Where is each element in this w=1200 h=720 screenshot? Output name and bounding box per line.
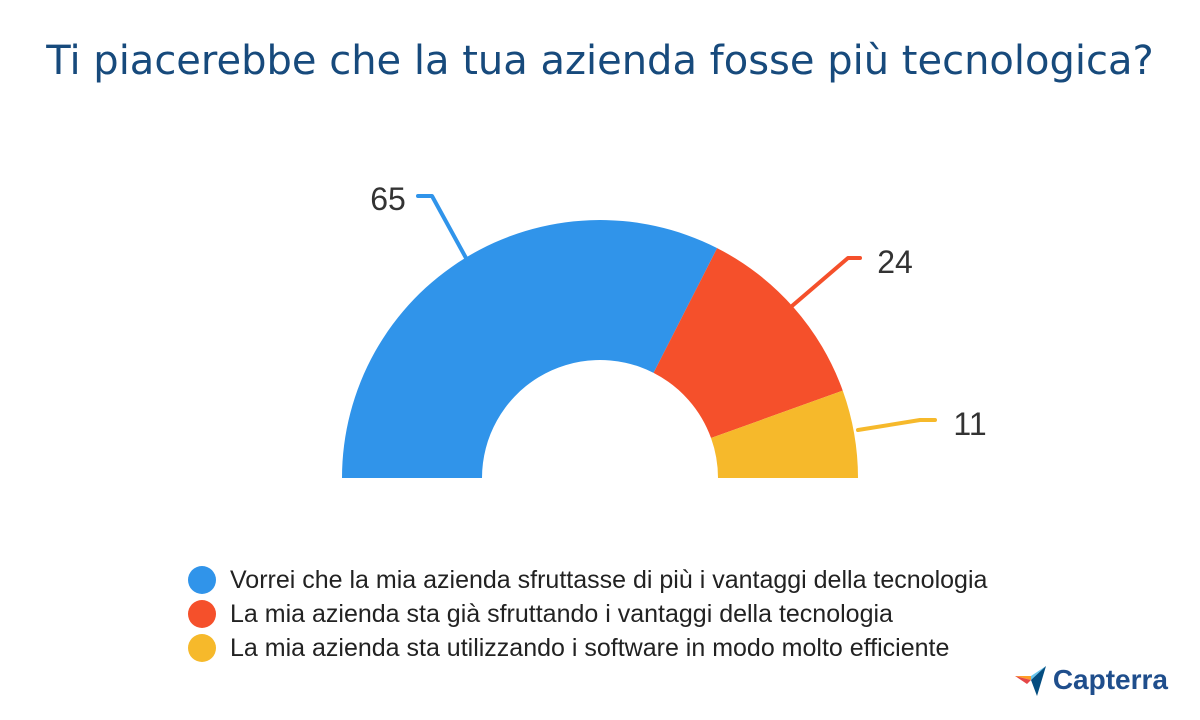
data-label: 11 [953,406,986,442]
slice [653,248,843,439]
legend-swatch [188,600,216,628]
legend-label: Vorrei che la mia azienda sfruttasse di … [230,565,988,594]
leader-line [790,256,862,308]
capterra-logo-icon [1014,666,1046,696]
legend-item: La mia azienda sta già sfruttando i vant… [188,597,987,631]
legend-label: La mia azienda sta già sfruttando i vant… [230,599,893,628]
legend-swatch [188,634,216,662]
chart-title: Ti piacerebbe che la tua azienda fosse p… [46,38,1154,84]
data-label: 65 [370,181,406,217]
legend-swatch [188,566,216,594]
half-donut-chart: 65 24 11 [342,181,987,479]
leader-line [416,194,468,260]
legend-item: La mia azienda sta utilizzando i softwar… [188,631,987,665]
legend-item: Vorrei che la mia azienda sfruttasse di … [188,563,987,597]
data-label: 24 [877,244,913,280]
brand-logo: Capterra [1013,662,1168,698]
legend: Vorrei che la mia azienda sfruttasse di … [188,563,987,665]
brand-name: Capterra [1052,664,1168,695]
legend-label: La mia azienda sta utilizzando i softwar… [230,633,950,662]
slice [342,219,718,479]
leader-line [856,418,937,432]
slice [711,390,858,478]
